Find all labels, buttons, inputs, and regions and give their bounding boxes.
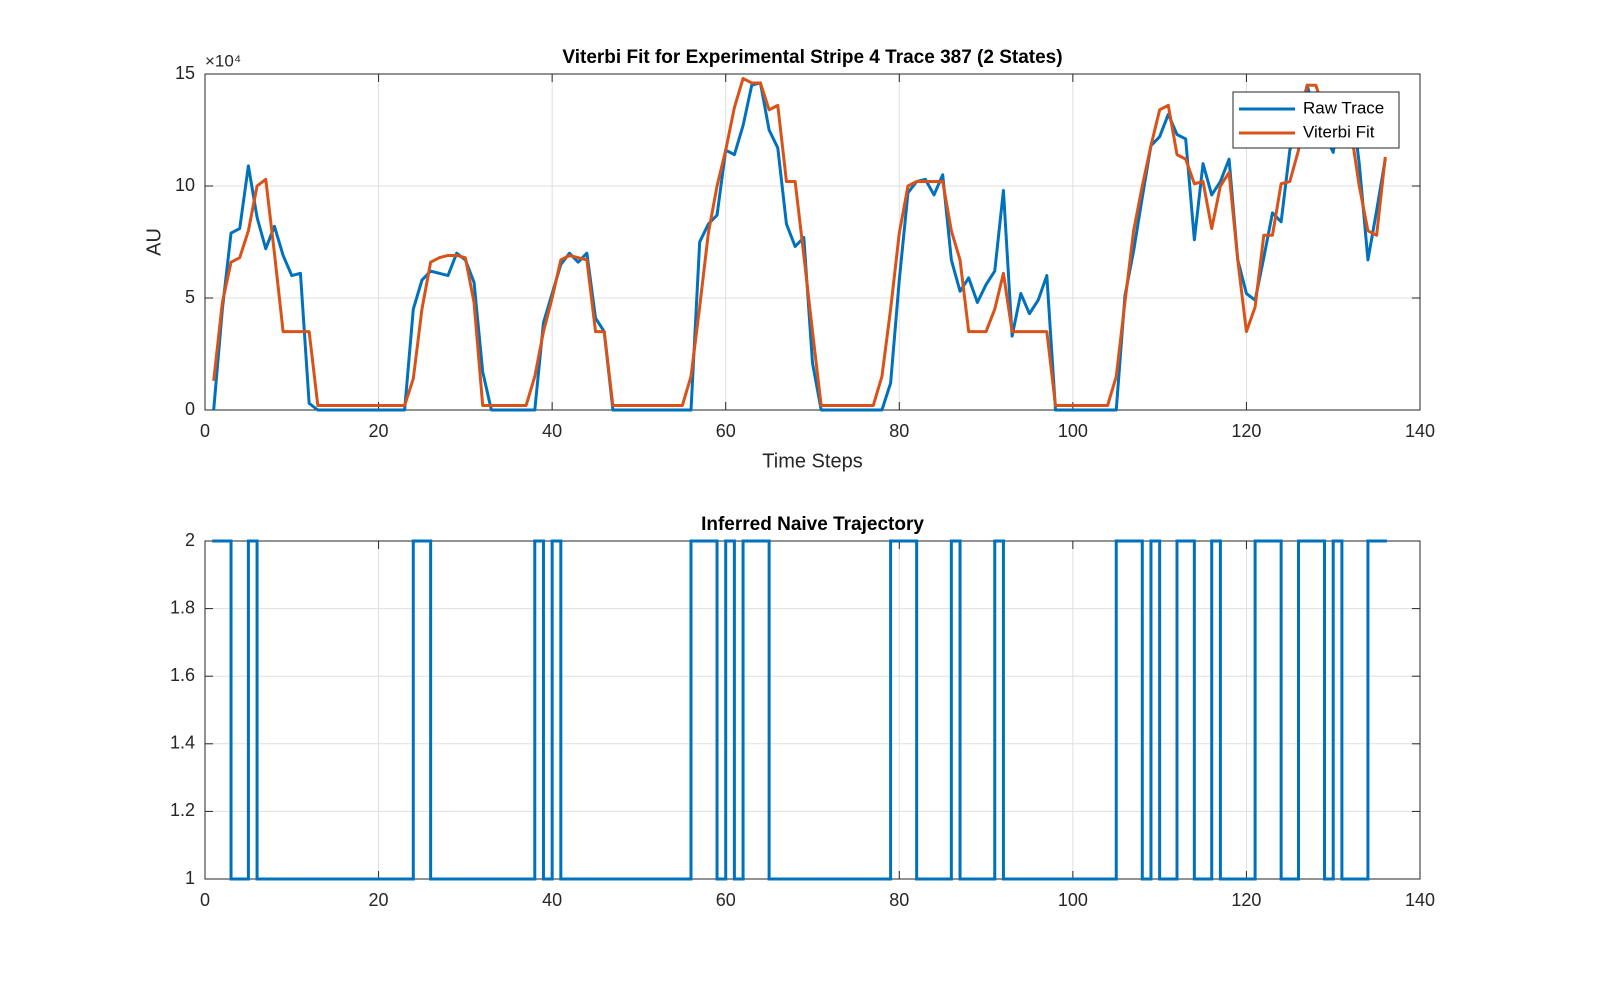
legend-label: Viterbi Fit [1303, 122, 1375, 141]
x-tick-label: 40 [542, 890, 562, 910]
y-tick-label: 1.4 [170, 733, 195, 753]
axes-background [205, 541, 1420, 879]
x-tick-label: 100 [1058, 890, 1088, 910]
axes-box [204, 73, 1421, 411]
data-line [212, 76, 1387, 408]
x-tick-label: 140 [1405, 421, 1435, 441]
chart-title: Inferred Naive Trajectory [701, 514, 924, 535]
y-tick-label: 1.8 [170, 597, 195, 617]
y-tick-label: 2 [185, 530, 195, 550]
x-tick-label: 120 [1231, 890, 1261, 910]
y-tick-label: 10 [175, 175, 195, 195]
x-tick-label: 100 [1058, 421, 1088, 441]
legend-box [1232, 91, 1400, 149]
y-tick-label: 1.6 [170, 665, 195, 685]
y-scale-label: ×10⁴ [205, 51, 241, 70]
x-tick-label: 0 [200, 421, 210, 441]
data-line [212, 81, 1387, 412]
x-tick-label: 20 [369, 890, 389, 910]
x-tick-label: 80 [889, 890, 909, 910]
y-tick-label: 0 [185, 399, 195, 419]
legend-label: Raw Trace [1303, 98, 1384, 117]
x-axis-label: Time Steps [762, 450, 862, 472]
y-tick-label: 5 [185, 287, 195, 307]
y-tick-label: 15 [175, 63, 195, 83]
x-tick-label: 20 [369, 421, 389, 441]
plot-area [212, 539, 1387, 881]
y-tick-label: 1 [185, 868, 195, 888]
x-tick-label: 60 [716, 890, 736, 910]
plot-area [212, 76, 1387, 412]
chart-title: Viterbi Fit for Experimental Stripe 4 Tr… [562, 47, 1062, 68]
x-tick-label: 140 [1405, 890, 1435, 910]
legend: Raw Trace Viterbi Fit [1232, 91, 1400, 149]
x-tick-label: 60 [716, 421, 736, 441]
x-tick-label: 120 [1231, 421, 1261, 441]
x-tick-label: 80 [889, 421, 909, 441]
x-tick-label: 40 [542, 421, 562, 441]
y-axis-label: AU [143, 228, 165, 256]
y-tick-label: 1.2 [170, 800, 195, 820]
x-tick-label: 0 [200, 890, 210, 910]
